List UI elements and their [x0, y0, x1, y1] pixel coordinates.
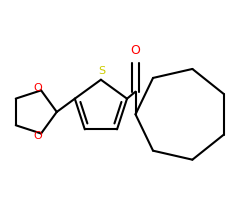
Text: S: S [99, 66, 106, 76]
Text: O: O [33, 131, 42, 141]
Text: O: O [131, 44, 140, 57]
Text: O: O [33, 83, 42, 93]
